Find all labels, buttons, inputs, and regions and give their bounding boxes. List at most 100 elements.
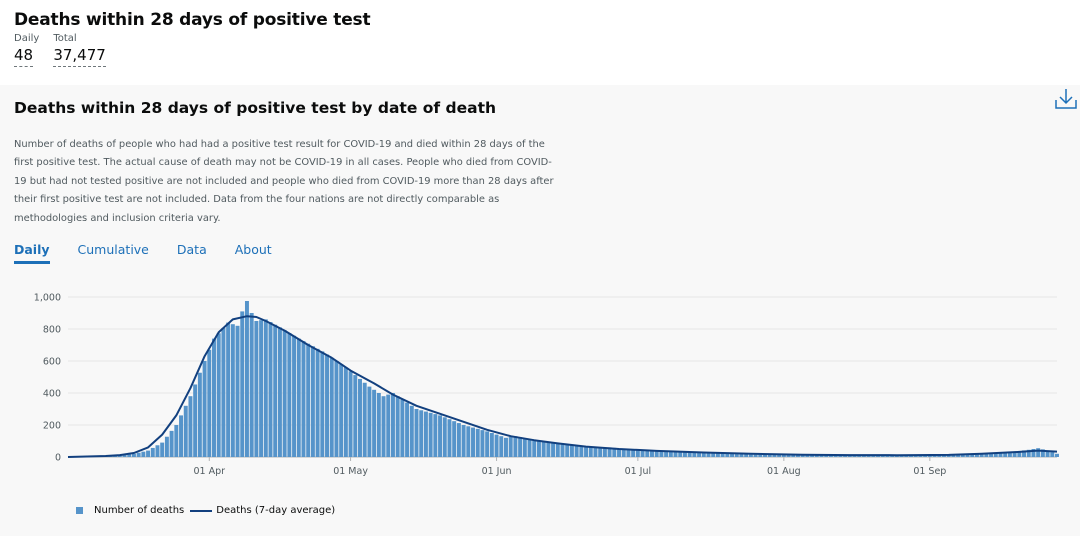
bar-deaths xyxy=(909,455,913,457)
bar-deaths xyxy=(551,442,556,457)
bar-deaths xyxy=(254,321,259,457)
bar-deaths xyxy=(527,439,532,457)
daily-metric[interactable]: Daily 48 xyxy=(14,33,39,67)
bar-deaths xyxy=(1012,451,1017,457)
tab-data[interactable]: Data xyxy=(176,242,207,257)
bar-deaths xyxy=(518,437,523,457)
bar-deaths xyxy=(763,454,767,457)
bar-deaths xyxy=(536,441,541,457)
bar-deaths xyxy=(711,453,716,457)
tab-cumulative[interactable]: Cumulative xyxy=(77,242,149,257)
tab-about[interactable]: About xyxy=(234,242,272,257)
bar-deaths xyxy=(541,441,546,457)
x-tick-label: 01 Aug xyxy=(767,466,801,477)
bar-deaths xyxy=(725,453,730,457)
bar-deaths xyxy=(579,446,584,457)
bar-deaths xyxy=(899,455,904,457)
bar-deaths xyxy=(569,445,574,457)
bar-deaths xyxy=(739,454,744,457)
bar-deaths xyxy=(400,399,405,457)
bar-deaths xyxy=(268,322,273,457)
bar-deaths xyxy=(781,454,786,457)
bar-deaths xyxy=(428,412,433,457)
bar-deaths xyxy=(1031,449,1036,457)
daily-label: Daily xyxy=(14,33,40,44)
bar-deaths xyxy=(659,451,664,457)
y-tick-label: 200 xyxy=(43,421,61,432)
bar-deaths xyxy=(555,443,560,457)
total-label: Total xyxy=(53,33,77,44)
bar-deaths xyxy=(423,411,428,457)
bar-deaths xyxy=(861,455,866,457)
bar-deaths xyxy=(574,446,579,457)
bar-deaths xyxy=(810,455,815,457)
bar-deaths xyxy=(598,447,603,457)
bar-deaths xyxy=(1045,450,1050,457)
bar-deaths xyxy=(1036,448,1041,457)
bar-deaths xyxy=(635,450,640,457)
tab-daily[interactable]: Daily xyxy=(14,242,50,264)
bar-deaths xyxy=(588,447,593,457)
line-7day-average xyxy=(67,315,1058,458)
bar-deaths xyxy=(876,455,881,457)
bar-deaths xyxy=(682,452,687,457)
download-icon[interactable] xyxy=(1055,88,1077,110)
bar-deaths xyxy=(146,450,151,457)
bar-deaths xyxy=(395,396,400,457)
bar-deaths xyxy=(438,415,443,457)
bar-deaths xyxy=(249,313,254,457)
bar-deaths xyxy=(805,455,810,457)
bar-deaths xyxy=(315,348,320,457)
total-value[interactable]: 37,477 xyxy=(53,45,106,67)
x-tick-label: 01 Apr xyxy=(194,466,226,477)
bar-deaths xyxy=(188,396,193,457)
bar-deaths xyxy=(240,311,245,457)
bar-deaths xyxy=(730,453,735,457)
bar-deaths xyxy=(819,455,824,457)
bar-deaths xyxy=(843,455,848,457)
bar-deaths xyxy=(339,364,344,457)
bar-deaths xyxy=(174,425,179,457)
bar-deaths xyxy=(744,454,749,457)
bar-deaths xyxy=(433,414,438,457)
bar-deaths xyxy=(513,436,518,457)
bar-deaths xyxy=(1007,452,1012,457)
bar-deaths xyxy=(259,320,264,457)
bar-deaths xyxy=(612,447,617,457)
bar-deaths xyxy=(965,454,970,457)
summary-header: Deaths within 28 days of positive test D… xyxy=(14,10,371,67)
bar-deaths xyxy=(287,333,292,457)
bar-deaths xyxy=(358,378,362,457)
bar-deaths xyxy=(631,449,636,457)
bar-deaths xyxy=(230,324,235,457)
daily-value[interactable]: 48 xyxy=(14,45,34,67)
bar-deaths xyxy=(376,393,381,457)
bar-deaths xyxy=(499,436,504,457)
bar-deaths xyxy=(475,428,480,457)
bar-deaths xyxy=(235,325,240,457)
bar-deaths xyxy=(847,455,852,457)
bar-deaths xyxy=(974,453,979,457)
bar-deaths xyxy=(461,425,466,457)
bar-deaths xyxy=(546,442,551,457)
bar-deaths xyxy=(617,448,621,457)
bar-deaths xyxy=(791,454,796,457)
total-metric[interactable]: Total 37,477 xyxy=(53,33,106,67)
bar-deaths xyxy=(890,455,895,457)
bar-deaths xyxy=(122,454,127,457)
bar-deaths xyxy=(814,455,819,457)
bar-deaths xyxy=(466,426,471,457)
bar-deaths xyxy=(894,455,899,457)
bar-deaths xyxy=(565,444,570,457)
bar-deaths xyxy=(654,451,659,457)
bar-deaths xyxy=(941,455,946,457)
bar-deaths xyxy=(560,444,565,457)
bar-deaths xyxy=(164,436,169,457)
bar-deaths xyxy=(956,454,961,457)
bar-deaths xyxy=(923,455,928,457)
bar-deaths xyxy=(471,427,475,457)
bar-deaths xyxy=(367,386,372,457)
legend-line-label: Deaths (7-day average) xyxy=(216,505,336,516)
bar-deaths xyxy=(1055,453,1059,457)
bar-deaths xyxy=(508,437,513,457)
